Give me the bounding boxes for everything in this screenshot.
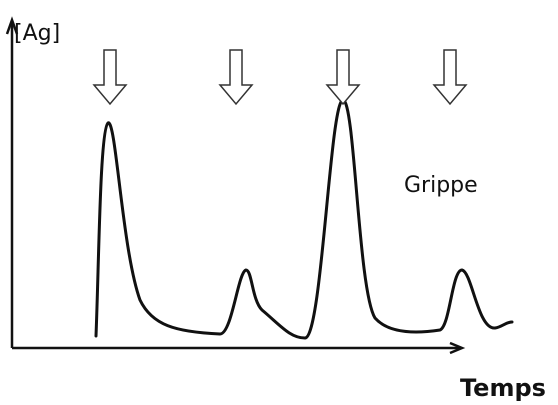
annotation: Grippe (404, 173, 478, 198)
y-axis-label: [Ag] (14, 21, 60, 46)
arrows (92, 49, 468, 106)
down-arrow (325, 49, 361, 106)
down-arrow (218, 49, 254, 106)
down-arrow (92, 49, 128, 106)
y-axis-arrowhead (5, 16, 19, 35)
axes (5, 16, 466, 355)
down-arrow (432, 49, 468, 106)
x-axis-arrowhead (449, 341, 466, 355)
x-axis-label: Temps (460, 374, 546, 402)
antigen-curve (94, 98, 514, 340)
